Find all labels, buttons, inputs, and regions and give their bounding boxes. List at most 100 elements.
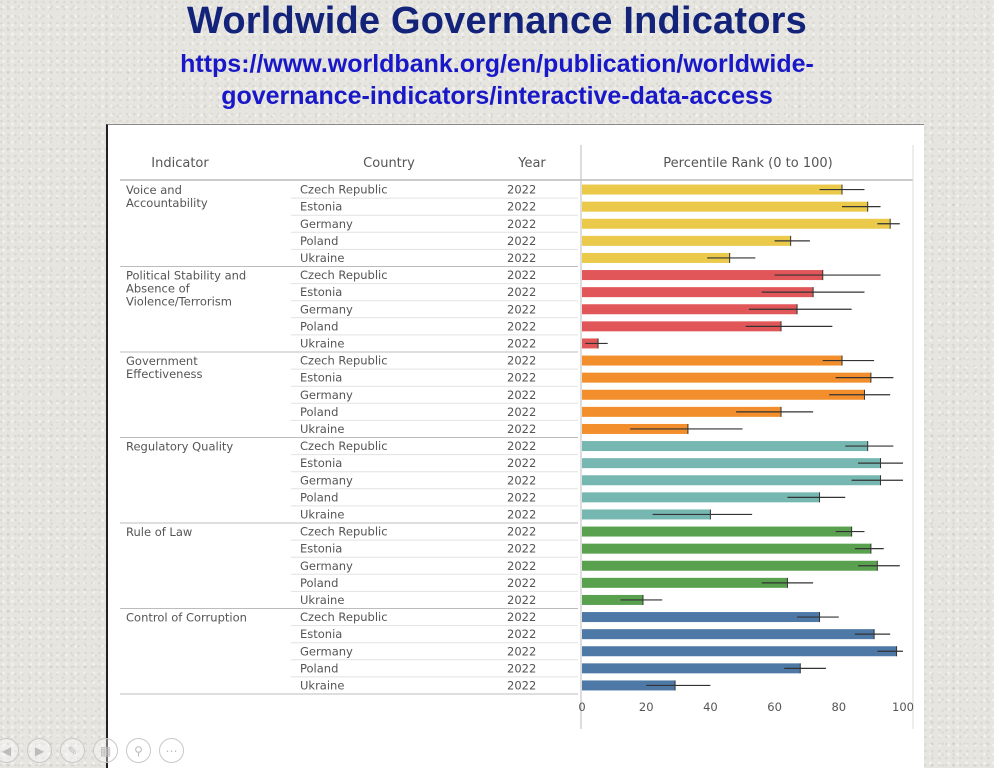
bar (582, 441, 868, 452)
country-label: Ukraine (300, 507, 344, 521)
bar (582, 458, 881, 469)
country-label: Czech Republic (300, 610, 388, 624)
country-label: Ukraine (300, 593, 344, 607)
bar (582, 287, 814, 298)
bar (582, 252, 730, 263)
chart-panel: Indicator Country Year Percentile Rank (0 t… (106, 124, 924, 768)
slide-title: Worldwide Governance Indicators (187, 0, 807, 42)
country-label: Poland (300, 490, 338, 504)
country-label: Poland (300, 405, 338, 419)
bar (582, 389, 865, 400)
year-label: 2022 (507, 542, 536, 556)
country-label: Estonia (300, 285, 342, 299)
indicator-label: Control of Corruption (126, 611, 247, 625)
country-label: Poland (300, 661, 338, 675)
year-label: 2022 (507, 473, 536, 487)
bar (582, 646, 897, 657)
country-label: Czech Republic (300, 525, 388, 539)
year-label: 2022 (507, 627, 536, 641)
bar (582, 235, 791, 246)
country-label: Czech Republic (300, 439, 388, 453)
year-label: 2022 (507, 644, 536, 658)
year-label: 2022 (507, 456, 536, 470)
country-label: Estonia (300, 627, 342, 641)
country-label: Germany (300, 302, 353, 316)
year-label: 2022 (507, 388, 536, 402)
bar (582, 543, 871, 554)
year-label: 2022 (507, 525, 536, 539)
x-tick-label: 80 (831, 700, 846, 714)
indicator-label: Government (126, 354, 198, 368)
x-tick-label: 40 (703, 700, 718, 714)
bar (582, 612, 820, 623)
country-label: Germany (300, 217, 353, 231)
year-label: 2022 (507, 661, 536, 675)
bar (582, 304, 798, 315)
year-label: 2022 (507, 217, 536, 231)
bar (582, 372, 871, 383)
year-label: 2022 (507, 200, 536, 214)
year-label: 2022 (507, 319, 536, 333)
slideshow-nav: ◀ ▶ ✎ ▦ ⚲ ⋯ (0, 738, 184, 763)
forward-icon[interactable]: ▶ (27, 738, 52, 763)
column-header: Country (363, 156, 415, 171)
bar (582, 475, 881, 486)
indicator-label: Voice and (126, 183, 182, 197)
year-label: 2022 (507, 610, 536, 624)
column-header: Percentile Rank (0 to 100) (663, 156, 832, 171)
year-label: 2022 (507, 183, 536, 197)
year-label: 2022 (507, 302, 536, 316)
country-label: Poland (300, 319, 338, 333)
source-url-line-2[interactable]: governance-indicators/interactive-data-a… (221, 82, 773, 110)
country-label: Estonia (300, 371, 342, 385)
bar (582, 629, 875, 640)
year-label: 2022 (507, 251, 536, 265)
bar (582, 218, 891, 229)
x-tick-label: 60 (767, 700, 782, 714)
year-label: 2022 (507, 422, 536, 436)
country-label: Poland (300, 234, 338, 248)
x-tick-label: 100 (892, 700, 914, 714)
country-label: Ukraine (300, 422, 344, 436)
country-label: Estonia (300, 456, 342, 470)
country-label: Ukraine (300, 336, 344, 350)
indicator-label: Regulatory Quality (126, 440, 233, 454)
source-url-line-1[interactable]: https://www.worldbank.org/en/publication… (180, 50, 814, 78)
country-label: Ukraine (300, 251, 344, 265)
bar (582, 577, 788, 588)
bar (582, 594, 643, 605)
bar (582, 560, 878, 571)
column-header: Year (517, 156, 546, 171)
country-label: Czech Republic (300, 183, 388, 197)
slides-icon[interactable]: ▦ (93, 738, 118, 763)
bar (582, 526, 852, 537)
bar (582, 680, 676, 691)
year-label: 2022 (507, 490, 536, 504)
bar (582, 184, 843, 195)
indicator-label: Violence/Terrorism (126, 295, 232, 309)
indicator-label: Absence of (126, 282, 191, 296)
country-label: Estonia (300, 200, 342, 214)
year-label: 2022 (507, 593, 536, 607)
bar (582, 663, 801, 674)
year-label: 2022 (507, 507, 536, 521)
bar (582, 201, 868, 212)
country-label: Ukraine (300, 678, 344, 692)
bar (582, 321, 782, 332)
year-label: 2022 (507, 559, 536, 573)
back-icon[interactable]: ◀ (0, 738, 19, 763)
bar (582, 509, 711, 520)
pen-icon[interactable]: ✎ (60, 738, 85, 763)
country-label: Germany (300, 559, 353, 573)
bar (582, 355, 843, 366)
indicator-label: Effectiveness (126, 367, 203, 381)
year-label: 2022 (507, 405, 536, 419)
country-label: Czech Republic (300, 354, 388, 368)
country-label: Germany (300, 388, 353, 402)
year-label: 2022 (507, 576, 536, 590)
country-label: Germany (300, 473, 353, 487)
more-icon[interactable]: ⋯ (159, 738, 184, 763)
indicator-label: Political Stability and (126, 269, 246, 283)
governance-chart: Indicator Country Year Percentile Rank (0 t… (120, 145, 914, 729)
zoom-icon[interactable]: ⚲ (126, 738, 151, 763)
